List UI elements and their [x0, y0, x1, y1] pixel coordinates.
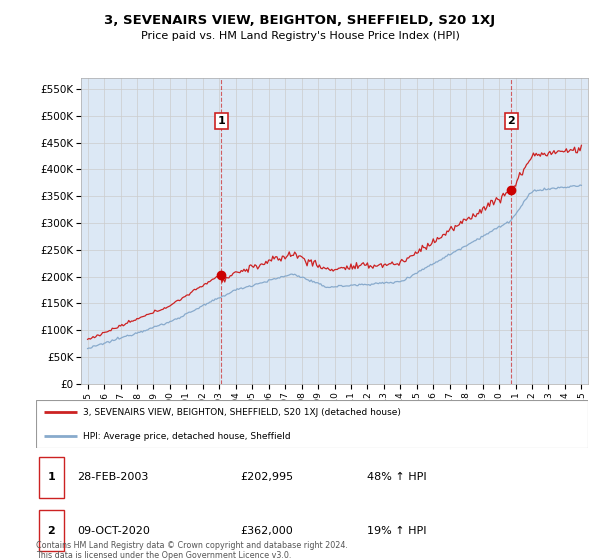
Text: 2: 2 — [47, 526, 55, 535]
Text: £202,995: £202,995 — [240, 473, 293, 482]
Text: Contains HM Land Registry data © Crown copyright and database right 2024.
This d: Contains HM Land Registry data © Crown c… — [36, 540, 348, 560]
Text: 2: 2 — [508, 116, 515, 126]
Bar — [39, 510, 64, 551]
Text: 1: 1 — [217, 116, 225, 126]
Bar — [39, 457, 64, 498]
Text: 28-FEB-2003: 28-FEB-2003 — [77, 473, 149, 482]
Text: 48% ↑ HPI: 48% ↑ HPI — [367, 473, 427, 482]
Text: 09-OCT-2020: 09-OCT-2020 — [77, 526, 150, 535]
Text: 19% ↑ HPI: 19% ↑ HPI — [367, 526, 427, 535]
Text: £362,000: £362,000 — [240, 526, 293, 535]
Text: 1: 1 — [47, 473, 55, 482]
Text: HPI: Average price, detached house, Sheffield: HPI: Average price, detached house, Shef… — [83, 432, 290, 441]
Text: 3, SEVENAIRS VIEW, BEIGHTON, SHEFFIELD, S20 1XJ (detached house): 3, SEVENAIRS VIEW, BEIGHTON, SHEFFIELD, … — [83, 408, 401, 417]
Text: Price paid vs. HM Land Registry's House Price Index (HPI): Price paid vs. HM Land Registry's House … — [140, 31, 460, 41]
Text: 3, SEVENAIRS VIEW, BEIGHTON, SHEFFIELD, S20 1XJ: 3, SEVENAIRS VIEW, BEIGHTON, SHEFFIELD, … — [104, 14, 496, 27]
